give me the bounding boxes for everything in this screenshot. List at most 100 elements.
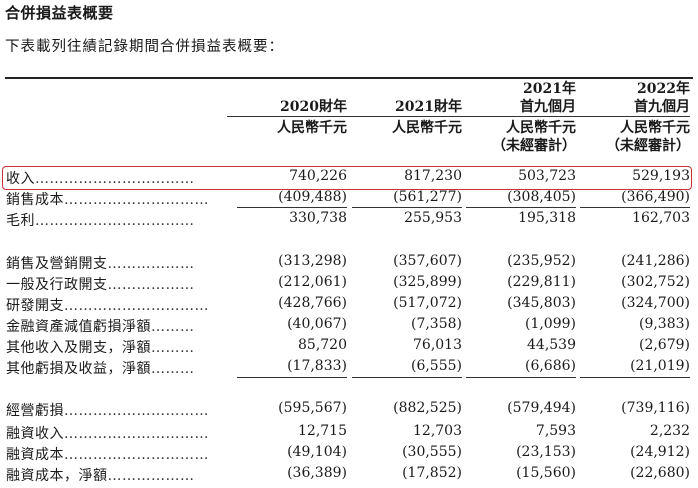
- column-header-2022-9m: 2022年 首九個月 人民幣千元 （未經審計）: [570, 80, 690, 155]
- cell-value: 195,318: [518, 210, 576, 226]
- table-header: 2020財年 人民幣千元 2021財年 人民幣千元 2021年 首九個月 人民幣…: [0, 80, 698, 166]
- table-row: 融資收入………………………… 12,715 12,703 7,593 2,232: [0, 422, 698, 442]
- cell-value: (302,752): [621, 274, 690, 290]
- subtotal-rule: [466, 377, 576, 378]
- column-header-line1: [342, 80, 462, 98]
- row-label-text: 融資成本: [6, 447, 64, 463]
- leader-dots: ………………: [107, 277, 195, 293]
- row-label-text: 經營虧損: [6, 403, 64, 419]
- cell-value: (357,607): [393, 253, 462, 269]
- column-header-2021-9m: 2021年 首九個月 人民幣千元 （未經審計）: [456, 80, 576, 155]
- column-header-2021: 2021財年 人民幣千元: [342, 80, 462, 137]
- column-header-2020: 2020財年 人民幣千元: [227, 80, 347, 137]
- cell-value: 7,593: [535, 423, 576, 439]
- subtotal-rule: [466, 207, 576, 208]
- row-label: 銷售成本…………………………: [6, 189, 209, 209]
- row-label: 經營虧損…………………………: [6, 400, 209, 420]
- row-label-text: 銷售及營銷開支: [6, 256, 108, 272]
- row-label: 融資收入…………………………: [6, 423, 209, 443]
- subtotal-rule: [237, 207, 347, 208]
- column-header-line1: [227, 80, 347, 98]
- leader-dots: ………: [151, 361, 195, 377]
- cell-value: (428,766): [278, 295, 347, 311]
- table-row: 收入…………………………… 740,226 817,230 503,723 529,19…: [0, 167, 698, 187]
- table-row: 銷售及營銷開支……………… (313,298) (357,607) (235,952)…: [0, 252, 698, 272]
- cell-value: 162,703: [632, 210, 690, 226]
- cell-value: (325,899): [393, 274, 462, 290]
- cell-value: 76,013: [413, 337, 462, 353]
- cell-value: (30,555): [402, 444, 462, 460]
- page-title: 合併損益表概要: [5, 4, 114, 22]
- cell-value: (17,833): [287, 358, 347, 374]
- cell-value: 817,230: [404, 168, 462, 184]
- row-label: 其他收入及開支，淨額………: [6, 337, 195, 357]
- row-label: 銷售及營銷開支………………: [6, 253, 195, 273]
- column-unit: 人民幣千元: [456, 116, 576, 137]
- row-label-text: 銷售成本: [6, 192, 64, 208]
- row-label-text: 收入: [6, 171, 35, 187]
- cell-value: 12,703: [413, 423, 462, 439]
- column-header-line1: 2021年: [523, 81, 576, 97]
- cell-value: (517,072): [393, 295, 462, 311]
- table-row: 其他收入及開支，淨額……… 85,720 76,013 44,539 (2,679): [0, 336, 698, 356]
- cell-value: 330,738: [289, 210, 347, 226]
- cell-value: (366,490): [621, 189, 690, 205]
- cell-value: (235,952): [507, 253, 576, 269]
- cell-value: (21,019): [630, 358, 690, 374]
- table-row: 其他虧損及收益，淨額……… (17,833) (6,555) (6,686) (21,0…: [0, 357, 698, 377]
- cell-value: (409,488): [278, 189, 347, 205]
- row-label: 一般及行政開支………………: [6, 274, 195, 294]
- row-label: 研發開支…………………………: [6, 295, 209, 315]
- column-header-line2: 首九個月: [520, 99, 576, 115]
- leader-dots: …………………………: [64, 298, 209, 314]
- cell-value: (9,383): [638, 316, 690, 332]
- cell-value: 255,953: [404, 210, 462, 226]
- cell-value: (595,567): [278, 400, 347, 416]
- row-label-text: 其他收入及開支，淨額: [6, 340, 151, 356]
- row-label: 融資成本，淨額………………: [6, 465, 195, 485]
- cell-value: (313,298): [278, 253, 347, 269]
- table-row: 銷售成本………………………… (409,488) (561,277) (308,405…: [0, 188, 698, 208]
- cell-value: (229,811): [507, 274, 576, 290]
- leader-dots: ………: [151, 319, 195, 335]
- leader-dots: ………: [151, 340, 195, 356]
- row-label-text: 融資成本，淨額: [6, 468, 108, 484]
- cell-value: 740,226: [289, 168, 347, 184]
- row-label-text: 研發開支: [6, 298, 64, 314]
- row-label: 融資成本…………………………: [6, 444, 209, 464]
- leader-dots: …………………………: [64, 426, 209, 442]
- row-label: 毛利……………………………: [6, 210, 195, 230]
- cell-value: (36,389): [287, 465, 347, 481]
- table-row: 一般及行政開支……………… (212,061) (325,899) (229,811)…: [0, 273, 698, 293]
- leader-dots: ………………: [107, 468, 195, 484]
- subtotal-rule: [237, 377, 347, 378]
- row-label: 金融資產減值虧損淨額………: [6, 316, 195, 336]
- cell-value: (561,277): [393, 189, 462, 205]
- leader-dots: …………………………: [64, 447, 209, 463]
- row-label-text: 毛利: [6, 213, 35, 229]
- cell-value: (739,116): [621, 400, 690, 416]
- cell-value: 12,715: [298, 423, 347, 439]
- cell-value: (40,067): [287, 316, 347, 332]
- top-rule: [5, 77, 693, 79]
- cell-value: (23,153): [516, 444, 576, 460]
- cell-value: (24,912): [630, 444, 690, 460]
- highlight-box: [2, 166, 692, 190]
- subtotal-rule: [580, 207, 690, 208]
- subtotal-rule: [352, 207, 462, 208]
- cell-value: (324,700): [621, 295, 690, 311]
- table-row: 金融資產減值虧損淨額……… (40,067) (7,358) (1,099) (9,38…: [0, 315, 698, 335]
- table-row: 經營虧損………………………… (595,567) (882,525) (579,494…: [0, 399, 698, 419]
- leader-dots: ……………………………: [35, 213, 195, 229]
- table-row: 研發開支………………………… (428,766) (517,072) (345,803…: [0, 294, 698, 314]
- table-row: 毛利…………………………… 330,738 255,953 195,318 162,70…: [0, 209, 698, 229]
- row-label-text: 其他虧損及收益，淨額: [6, 361, 151, 377]
- column-header-line2: 2020財年: [280, 99, 347, 115]
- cell-value: (6,555): [410, 358, 462, 374]
- cell-value: (212,061): [278, 274, 347, 290]
- cell-value: (22,680): [630, 465, 690, 481]
- cell-value: (15,560): [516, 465, 576, 481]
- column-note: （未經審計）: [492, 138, 576, 154]
- column-header-line2: 2021財年: [395, 99, 462, 115]
- column-unit: 人民幣千元: [570, 116, 690, 137]
